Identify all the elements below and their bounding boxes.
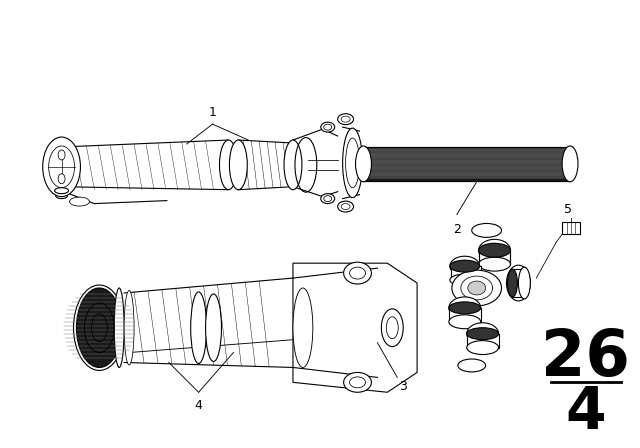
Ellipse shape bbox=[43, 137, 81, 197]
Bar bbox=[479, 250, 511, 264]
Ellipse shape bbox=[324, 196, 332, 202]
Bar bbox=[451, 266, 481, 280]
Ellipse shape bbox=[58, 174, 65, 184]
Ellipse shape bbox=[70, 197, 90, 206]
Bar bbox=[449, 308, 481, 322]
Ellipse shape bbox=[508, 269, 517, 297]
Ellipse shape bbox=[293, 288, 313, 367]
Ellipse shape bbox=[472, 224, 502, 237]
Ellipse shape bbox=[56, 193, 68, 198]
Ellipse shape bbox=[518, 267, 531, 299]
Ellipse shape bbox=[449, 297, 481, 319]
Ellipse shape bbox=[461, 276, 493, 300]
Ellipse shape bbox=[479, 257, 511, 271]
Ellipse shape bbox=[450, 274, 479, 286]
Ellipse shape bbox=[338, 114, 353, 125]
Text: 2: 2 bbox=[453, 224, 461, 237]
Ellipse shape bbox=[562, 146, 578, 182]
Text: 5: 5 bbox=[564, 203, 572, 216]
Ellipse shape bbox=[450, 256, 479, 276]
Ellipse shape bbox=[341, 116, 350, 122]
Bar bbox=[362, 147, 571, 181]
Ellipse shape bbox=[479, 239, 511, 261]
Ellipse shape bbox=[344, 262, 371, 284]
Ellipse shape bbox=[49, 146, 74, 188]
Ellipse shape bbox=[468, 281, 486, 295]
Ellipse shape bbox=[356, 146, 371, 182]
Ellipse shape bbox=[321, 122, 335, 132]
Ellipse shape bbox=[449, 302, 481, 314]
Ellipse shape bbox=[338, 201, 353, 212]
Ellipse shape bbox=[342, 128, 362, 198]
Ellipse shape bbox=[284, 140, 302, 190]
Ellipse shape bbox=[220, 140, 237, 190]
Ellipse shape bbox=[387, 317, 398, 339]
Bar bbox=[562, 223, 580, 234]
Ellipse shape bbox=[452, 270, 502, 306]
Ellipse shape bbox=[229, 140, 247, 190]
Ellipse shape bbox=[349, 267, 365, 279]
Ellipse shape bbox=[205, 294, 221, 362]
Ellipse shape bbox=[381, 309, 403, 347]
Ellipse shape bbox=[321, 194, 335, 203]
Bar bbox=[513, 269, 524, 297]
Text: 1: 1 bbox=[209, 106, 216, 119]
Bar bbox=[362, 147, 571, 181]
Polygon shape bbox=[293, 263, 417, 392]
Ellipse shape bbox=[450, 260, 479, 272]
Text: 4: 4 bbox=[195, 399, 203, 412]
Text: 26: 26 bbox=[541, 327, 630, 388]
Ellipse shape bbox=[191, 292, 207, 363]
Ellipse shape bbox=[467, 340, 499, 354]
Ellipse shape bbox=[467, 328, 499, 340]
Ellipse shape bbox=[54, 188, 68, 194]
Ellipse shape bbox=[114, 288, 124, 367]
Ellipse shape bbox=[58, 150, 65, 160]
Bar bbox=[467, 334, 499, 348]
Text: 3: 3 bbox=[399, 380, 407, 393]
Ellipse shape bbox=[76, 288, 122, 367]
Ellipse shape bbox=[324, 124, 332, 130]
Ellipse shape bbox=[458, 359, 486, 372]
Ellipse shape bbox=[124, 290, 134, 365]
Ellipse shape bbox=[344, 372, 371, 392]
Ellipse shape bbox=[506, 265, 531, 301]
Ellipse shape bbox=[341, 203, 350, 210]
Ellipse shape bbox=[349, 377, 365, 388]
Ellipse shape bbox=[479, 243, 511, 257]
Text: 4: 4 bbox=[566, 383, 606, 441]
Ellipse shape bbox=[449, 315, 481, 329]
Ellipse shape bbox=[467, 323, 499, 345]
